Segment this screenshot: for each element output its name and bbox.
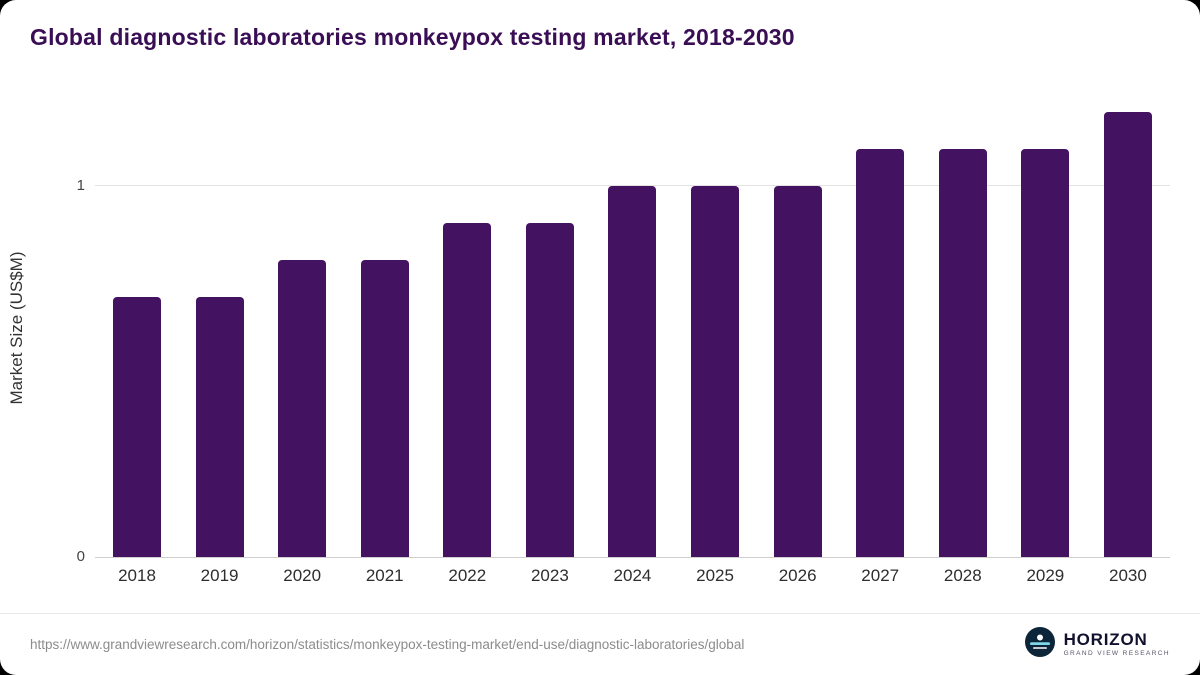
bar-2029 (1021, 148, 1070, 557)
x-tick-2028: 2028 (943, 566, 982, 585)
horizon-logo-icon (1024, 627, 1055, 662)
bar-2020 (278, 260, 327, 557)
chart-title: Global diagnostic laboratories monkeypox… (30, 24, 795, 50)
x-tick-2029: 2029 (1026, 566, 1065, 585)
x-tick-2030: 2030 (1109, 566, 1147, 585)
plot-area: 1 0 (77, 100, 1170, 565)
bar-2019 (195, 297, 244, 557)
x-tick-2024: 2024 (613, 566, 652, 585)
x-tick-2025: 2025 (696, 566, 734, 585)
gridline-y1 (95, 185, 1170, 186)
x-tick-2018: 2018 (118, 566, 156, 585)
bar-2022 (443, 223, 492, 557)
horizon-logo: HORIZON GRAND VIEW RESEARCH (1024, 627, 1170, 662)
y-tick-0: 0 (76, 548, 85, 565)
x-tick-2023: 2023 (530, 566, 569, 585)
x-tick-2020: 2020 (283, 566, 322, 585)
bar-2030 (1103, 111, 1152, 557)
x-tick-2022: 2022 (448, 566, 487, 585)
x-tick-2019: 2019 (200, 566, 239, 585)
bar-2023 (525, 223, 574, 557)
footer: https://www.grandviewresearch.com/horizo… (0, 613, 1200, 675)
bar-2024 (608, 186, 657, 557)
x-axis-labels: 2018 2019 2020 2021 2022 2023 2024 2025 2026 2027… (95, 566, 1170, 586)
bar-2026 (773, 186, 822, 557)
bar-2021 (360, 260, 409, 557)
bar-2025 (691, 186, 740, 557)
bars-container (95, 111, 1170, 557)
bar-2028 (938, 148, 987, 557)
bar-2027 (856, 148, 905, 557)
logo-subtitle: GRAND VIEW RESEARCH (1063, 650, 1170, 658)
y-tick-1: 1 (76, 177, 85, 194)
bar-2018 (113, 297, 161, 557)
x-tick-2026: 2026 (778, 566, 817, 585)
logo-text: HORIZON GRAND VIEW RESEARCH (1064, 631, 1170, 658)
y-axis-label: Market Size (US$M) (7, 251, 26, 405)
source-url: https://www.grandviewresearch.com/horizo… (30, 637, 745, 652)
x-tick-2027: 2027 (861, 566, 900, 585)
logo-title: HORIZON (1063, 630, 1148, 650)
x-tick-2021: 2021 (365, 566, 404, 585)
